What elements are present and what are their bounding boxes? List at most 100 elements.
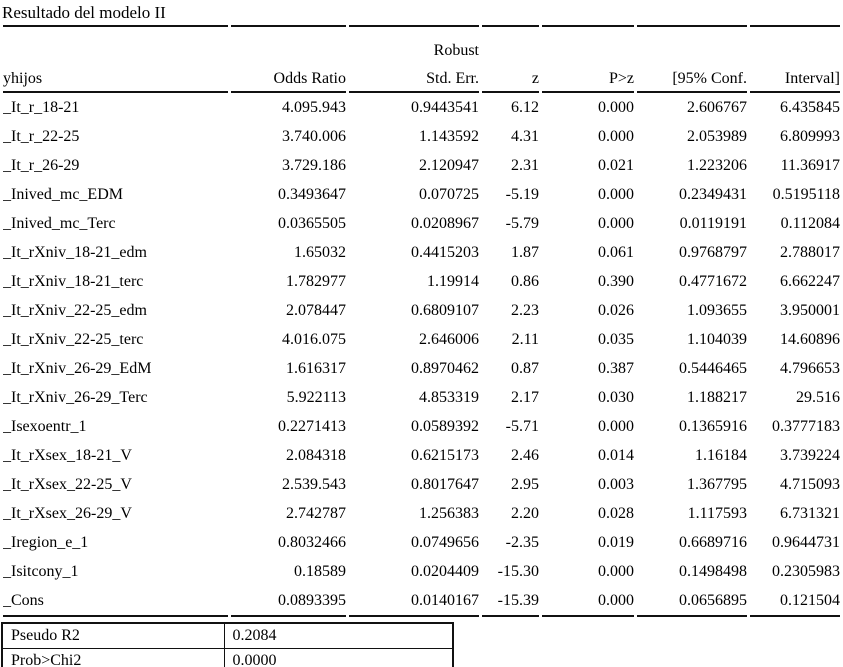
- cell-value: 4.853319: [419, 388, 479, 406]
- row-label: _It_rXsex_26-29_V: [3, 504, 132, 522]
- cell-value: 1.19914: [427, 272, 479, 290]
- cell-value: 0.6689716: [679, 533, 747, 551]
- cell-value: 0.4415203: [411, 243, 479, 261]
- column-header-yhijos: yhijos: [3, 60, 228, 93]
- row-label: _Iregion_e_1: [3, 533, 89, 551]
- cell-value: 0.8032466: [278, 533, 346, 551]
- cell-value: -15.39: [482, 586, 539, 617]
- header-spacer: [637, 25, 747, 60]
- cell-value: 0.000: [598, 417, 634, 435]
- cell-value: 2.084318: [286, 446, 346, 464]
- table-row: _Isitcony_1 0.18589 0.0204409 -15.30 0.000 0.…: [3, 557, 840, 586]
- cell-value: 0.070725: [419, 185, 479, 203]
- column-header-conf-low: [95% Conf.: [637, 60, 747, 93]
- cell-value: 0.2349431: [679, 185, 747, 203]
- cell-value: -5.71: [505, 417, 539, 435]
- cell-value: 2.078447: [286, 301, 346, 319]
- cell-value: 2.646006: [419, 330, 479, 348]
- cell-value: 0.0365505: [278, 214, 346, 232]
- cell-value: 2.120947: [419, 156, 479, 174]
- cell-value: 1.16184: [695, 446, 747, 464]
- cell-value: 1.256383: [419, 504, 479, 522]
- cell-value: 11.36917: [780, 156, 840, 174]
- cell-value: 0.112084: [780, 214, 840, 232]
- results-body: _It_r_18-21 4.095.943 0.9443541 6.12 0.000 2.…: [3, 93, 840, 617]
- cell-value: 3.740.006: [282, 127, 346, 145]
- cell-value: 4.31: [511, 127, 539, 145]
- cell-value: 4.016.075: [282, 330, 346, 348]
- cell-value: 0.5446465: [679, 359, 747, 377]
- page-title: Resultado del modelo II: [2, 3, 166, 22]
- table-row: _It_rXniv_22-25_edm 2.078447 0.6809107 2.23…: [3, 296, 840, 325]
- summary-label: Pseudo R2: [1, 622, 225, 649]
- cell-value: 1.188217: [687, 388, 747, 406]
- cell-value: 0.0119191: [679, 214, 747, 232]
- cell-value: 5.922113: [286, 388, 346, 406]
- cell-value: 0.18589: [294, 562, 346, 580]
- cell-value: 1.782977: [286, 272, 346, 290]
- cell-value: 2.053989: [687, 127, 747, 145]
- header-spacer: [231, 25, 346, 60]
- cell-value: 0.5195118: [772, 185, 840, 203]
- row-label: _It_rXsex_22-25_V: [3, 475, 132, 493]
- cell-value: 2.539.543: [282, 475, 346, 493]
- cell-value: 3.739224: [780, 446, 840, 464]
- cell-value: 0.3493647: [278, 185, 346, 203]
- cell-value: -15.30: [497, 562, 539, 580]
- summary-table: Pseudo R2 0.2084 Prob>Chi2 0.0000: [1, 622, 454, 667]
- cell-value: 0.9443541: [411, 98, 479, 116]
- cell-value: 0.6809107: [411, 301, 479, 319]
- cell-value: 0.019: [598, 533, 634, 551]
- cell-value: 4.715093: [780, 475, 840, 493]
- cell-value: 0.0589392: [411, 417, 479, 435]
- cell-value: 0.061: [598, 243, 634, 261]
- cell-value: 4.796653: [780, 359, 840, 377]
- cell-value: -5.19: [505, 185, 539, 203]
- cell-value: 0.026: [598, 301, 634, 319]
- cell-value: 6.662247: [780, 272, 840, 290]
- row-label: _It_rXniv_26-29_Terc: [3, 388, 148, 406]
- cell-value: 6.731321: [780, 504, 840, 522]
- cell-value: 0.000: [542, 586, 634, 617]
- cell-value: 1.104039: [687, 330, 747, 348]
- cell-value: 0.028: [598, 504, 634, 522]
- row-label: _It_rXniv_18-21_terc: [3, 272, 144, 290]
- row-label: _Cons: [3, 586, 228, 617]
- cell-value: 14.60896: [780, 330, 840, 348]
- cell-value: 0.000: [598, 214, 634, 232]
- cell-value: 0.8017647: [411, 475, 479, 493]
- cell-value: 2.606767: [687, 98, 747, 116]
- cell-value: -2.35: [505, 533, 539, 551]
- header-spacer: [750, 25, 840, 60]
- cell-value: 2.20: [511, 504, 539, 522]
- cell-value: 2.788017: [780, 243, 840, 261]
- cell-value: 0.000: [598, 127, 634, 145]
- cell-value: 0.030: [598, 388, 634, 406]
- cell-value: 1.143592: [419, 127, 479, 145]
- cell-value: 29.516: [796, 388, 840, 406]
- table-row: _It_r_26-29 3.729.186 2.120947 2.31 0.021 1.2…: [3, 151, 840, 180]
- table-row: _Cons 0.0893395 0.0140167 -15.39 0.000 0.0656…: [3, 586, 840, 617]
- table-row: _It_rXniv_18-21_terc 1.782977 1.19914 0.86 0…: [3, 267, 840, 296]
- summary-row: Prob>Chi2 0.0000: [1, 648, 454, 667]
- cell-value: 0.390: [598, 272, 634, 290]
- cell-value: 0.2271413: [278, 417, 346, 435]
- cell-value: 3.729.186: [282, 156, 346, 174]
- cell-value: 0.4771672: [679, 272, 747, 290]
- cell-value: 2.95: [511, 475, 539, 493]
- cell-value: 0.9644731: [772, 533, 840, 551]
- cell-value: 0.3777183: [772, 417, 840, 435]
- table-row: _It_rXniv_22-25_terc 4.016.075 2.646006 2.1…: [3, 325, 840, 354]
- table-row: _It_rXsex_18-21_V 2.084318 0.6215173 2.46 0.…: [3, 441, 840, 470]
- cell-value: 0.1498498: [679, 562, 747, 580]
- column-header-p: P>z: [542, 60, 634, 93]
- header-robust-row: Robust: [3, 25, 840, 60]
- summary-row: Pseudo R2 0.2084: [1, 622, 454, 649]
- cell-value: 0.0749656: [411, 533, 479, 551]
- table-row: _It_r_22-25 3.740.006 1.143592 4.31 0.000 2.0…: [3, 122, 840, 151]
- cell-value: 1.367795: [687, 475, 747, 493]
- cell-value: 0.1365916: [679, 417, 747, 435]
- cell-value: 2.46: [511, 446, 539, 464]
- cell-value: -5.79: [505, 214, 539, 232]
- cell-value: 0.021: [598, 156, 634, 174]
